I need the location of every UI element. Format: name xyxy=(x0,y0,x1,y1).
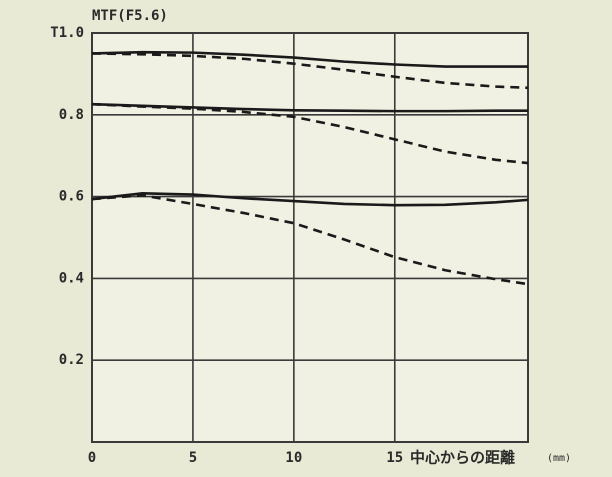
y-tick-label: 0.8 xyxy=(59,107,84,123)
line-series xyxy=(91,102,529,165)
line-series xyxy=(91,194,529,286)
y-tick-label: 0.2 xyxy=(59,352,84,368)
x-tick-label: 10 xyxy=(285,450,302,466)
plot-frame xyxy=(91,32,529,443)
x-axis-unit: (mm) xyxy=(547,453,571,464)
y-tick-label: T1.0 xyxy=(50,25,84,41)
x-tick-label: 5 xyxy=(189,450,197,466)
x-tick-label: 15 xyxy=(386,450,403,466)
y-tick-label: 0.4 xyxy=(59,270,84,286)
chart-title: MTF(F5.6) xyxy=(92,8,168,24)
line-series xyxy=(91,50,528,68)
line-series xyxy=(91,192,529,207)
x-axis-label: 中心からの距離 xyxy=(410,449,515,467)
y-tick-label: 0.6 xyxy=(59,189,84,205)
x-tick-label: 0 xyxy=(88,450,96,466)
line-series xyxy=(91,52,529,90)
